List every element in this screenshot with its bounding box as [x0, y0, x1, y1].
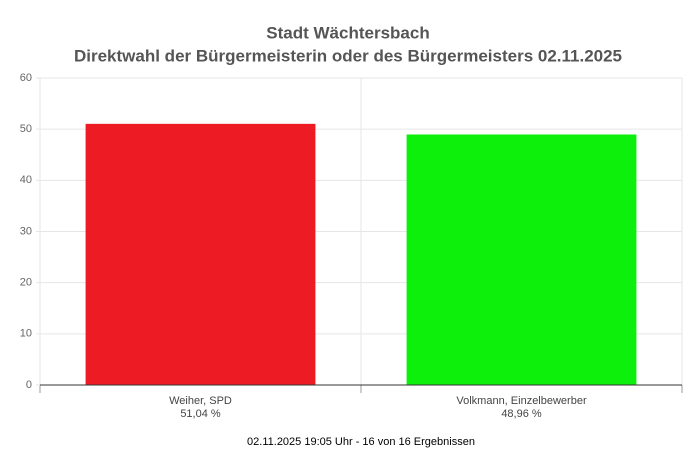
y-tick-label: 50: [20, 123, 32, 135]
y-tick-label: 20: [20, 277, 32, 289]
bar: [406, 134, 637, 385]
y-tick-label: 60: [20, 72, 32, 84]
chart-caption: 02.11.2025 19:05 Uhr - 16 von 16 Ergebni…: [247, 436, 475, 448]
y-tick-label: 0: [26, 379, 32, 391]
value-label: 51,04 %: [180, 408, 221, 420]
value-label: 48,96 %: [501, 408, 542, 420]
y-tick-label: 10: [20, 328, 32, 340]
y-tick-label: 40: [20, 174, 32, 186]
y-tick-label: 30: [20, 225, 32, 237]
chart-subtitle: Direktwahl der Bürgermeisterin oder des …: [74, 46, 622, 65]
chart-title: Stadt Wächtersbach: [266, 23, 429, 42]
x-tick-label: Weiher, SPD: [169, 395, 232, 407]
x-tick-label: Volkmann, Einzelbewerber: [456, 395, 587, 407]
bar: [85, 123, 316, 385]
